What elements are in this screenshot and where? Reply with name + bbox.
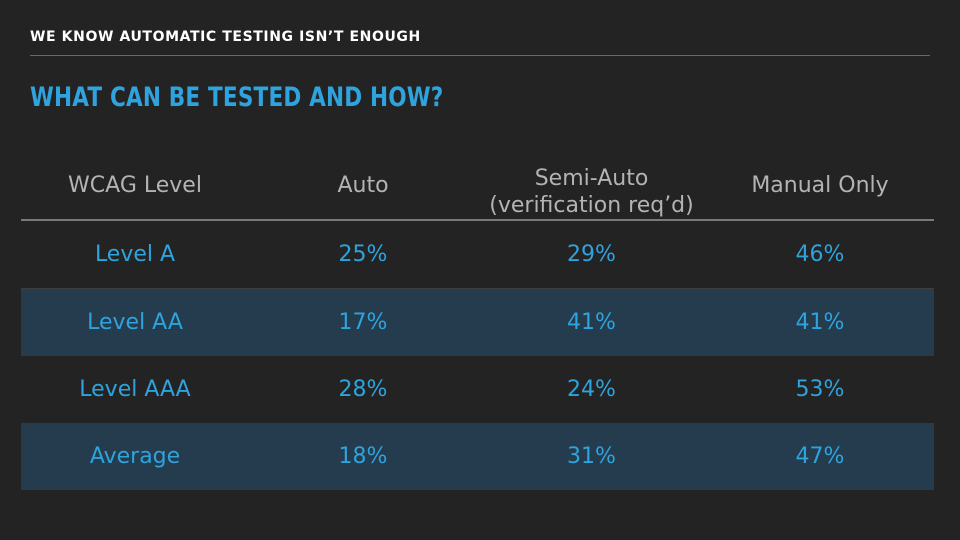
cell-semi-auto: 41% [477, 288, 706, 356]
cell-auto: 28% [338, 377, 388, 402]
cell-manual-only: 53% [795, 377, 845, 402]
slide-kicker: WE KNOW AUTOMATIC TESTING ISN’T ENOUGH [30, 29, 421, 45]
wcag-testing-table: WCAG Level Auto Semi-Auto (verification … [21, 152, 934, 490]
cell-level: Level AAA [79, 377, 191, 402]
header-semi-auto: Semi-Auto (verification req’d) [477, 152, 706, 221]
cell-level: Level A [21, 220, 249, 289]
header-semi-auto-note: (verification req’d) [489, 193, 694, 218]
slide-header: WE KNOW AUTOMATIC TESTING ISN’T ENOUGH [30, 27, 930, 56]
table-row: Level AAA 28% 24% 53% [21, 356, 934, 423]
cell-manual-only: 47% [706, 423, 934, 490]
cell-semi-auto: 29% [477, 220, 706, 289]
cell-semi-auto: 24% [567, 377, 616, 402]
cell-auto: 17% [249, 288, 477, 356]
cell-auto: 18% [249, 423, 477, 490]
header-semi-auto-label: Semi-Auto [534, 166, 649, 191]
table-row: Average 18% 31% 47% [21, 423, 934, 490]
table-header-row: WCAG Level Auto Semi-Auto (verification … [21, 152, 934, 221]
cell-level: Average [21, 423, 249, 490]
slide-title: WHAT CAN BE TESTED AND HOW? [30, 82, 444, 113]
table-row: Level A 25% 29% 46% [21, 220, 934, 289]
header-wcag-level: WCAG Level [21, 152, 249, 221]
header-manual-only: Manual Only [706, 152, 934, 221]
cell-level: Level AA [21, 288, 249, 356]
header-auto: Auto [249, 152, 477, 221]
table-row: Level AA 17% 41% 41% [21, 288, 934, 356]
cell-manual-only: 46% [706, 220, 934, 289]
cell-semi-auto: 31% [477, 423, 706, 490]
cell-auto: 25% [249, 220, 477, 289]
cell-manual-only: 41% [706, 288, 934, 356]
